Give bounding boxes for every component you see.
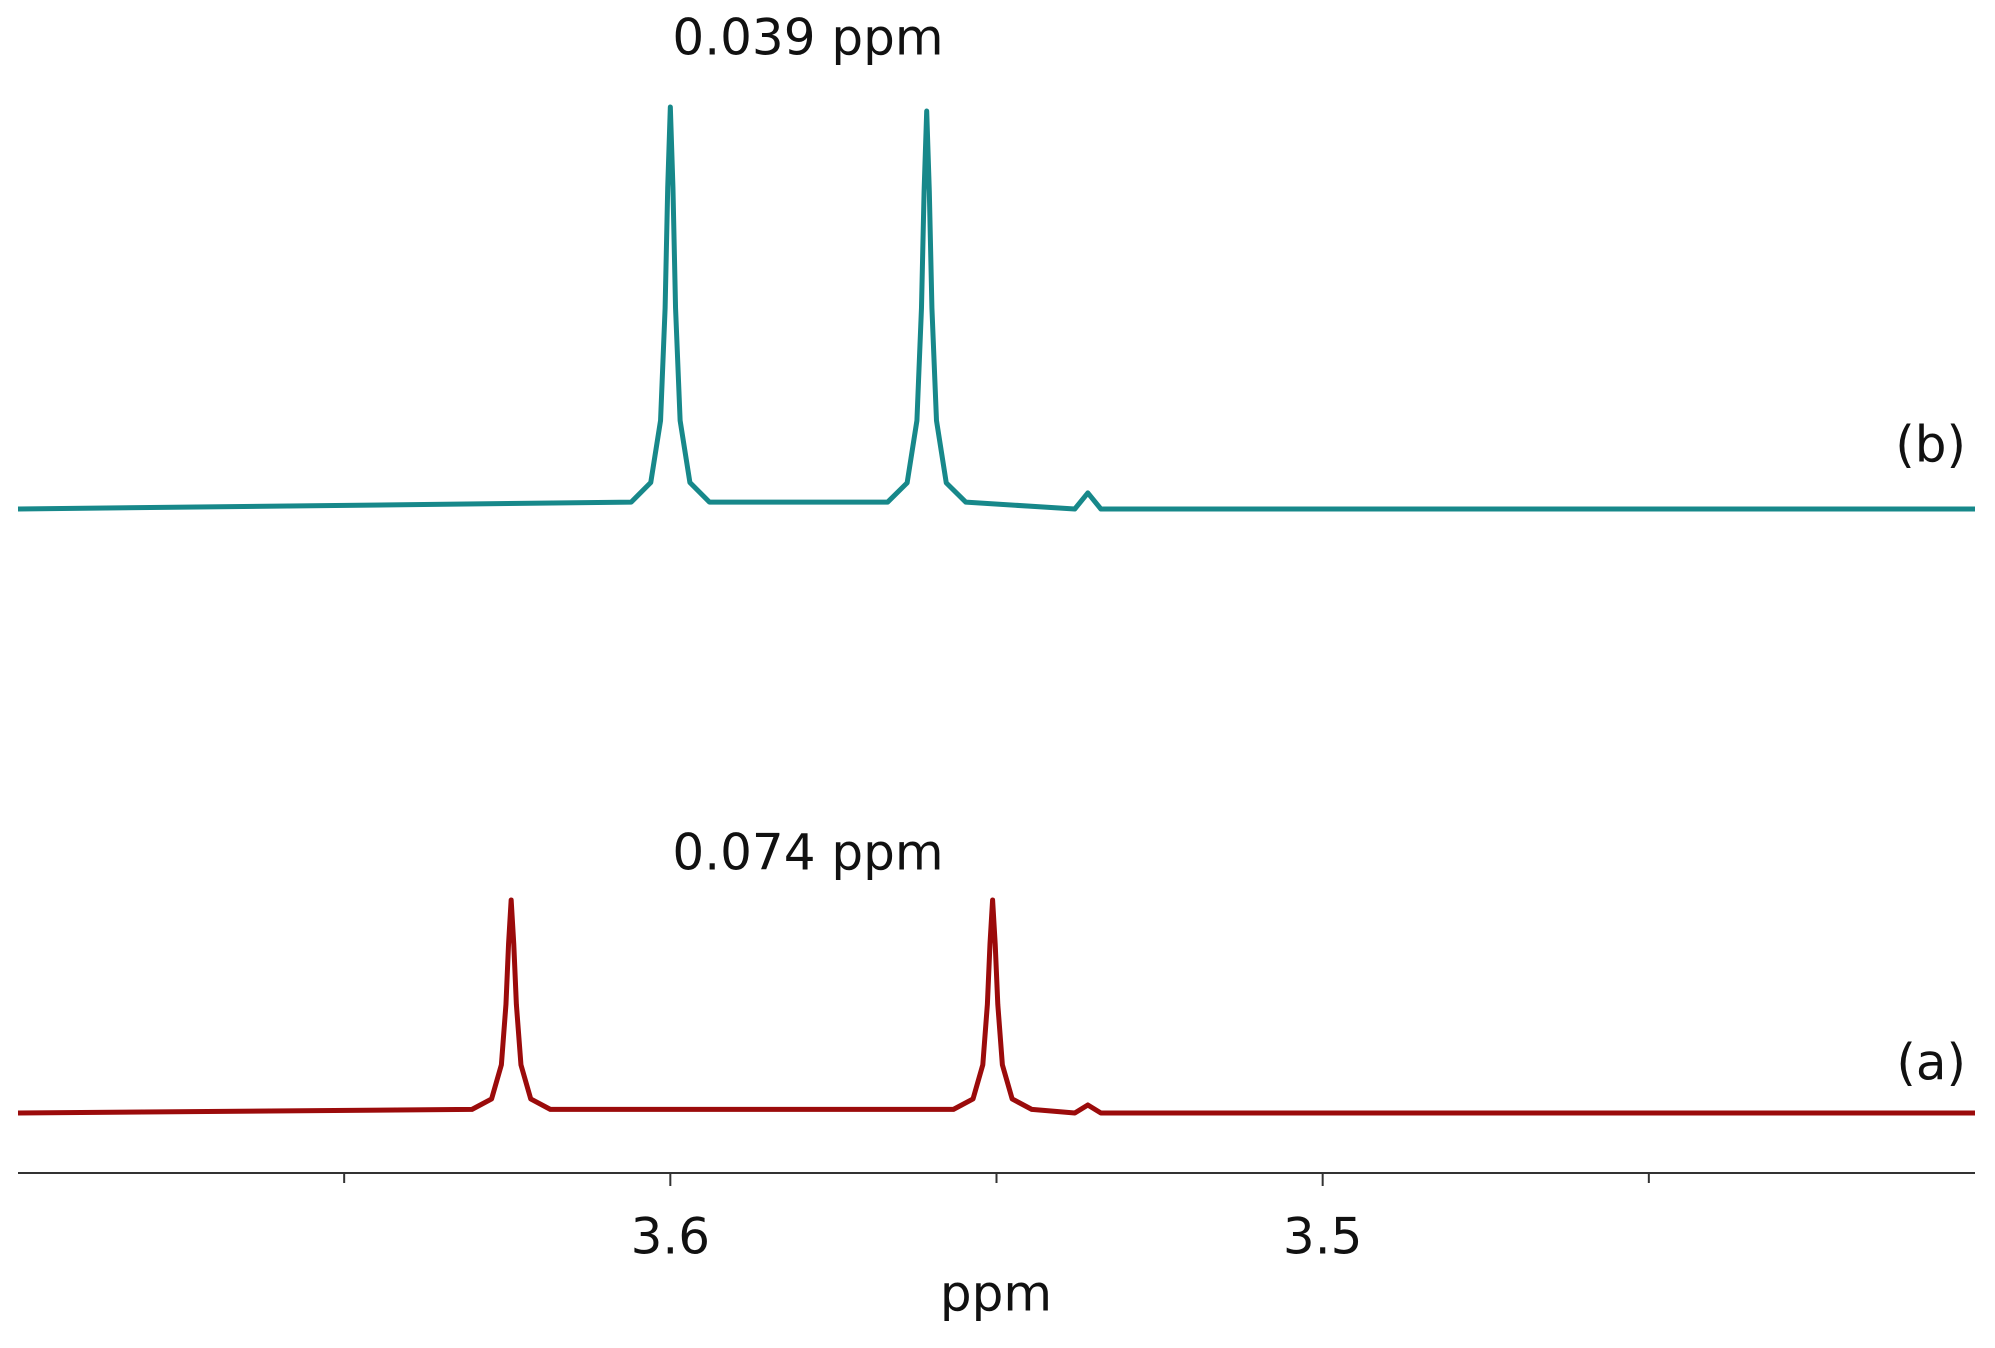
x-tick-label: 3.6 (631, 1208, 711, 1266)
spectrum-line (17, 104, 1975, 512)
series-label: (b) (1895, 416, 1966, 474)
x-tick-label: 3.5 (1283, 1208, 1363, 1266)
spectrum-line (17, 897, 1975, 1116)
series-label: (a) (1896, 1034, 1966, 1092)
x-axis-label: ppm (940, 1265, 1052, 1323)
annotation: 0.039 ppm (672, 9, 943, 67)
annotation: 0.074 ppm (672, 824, 943, 882)
